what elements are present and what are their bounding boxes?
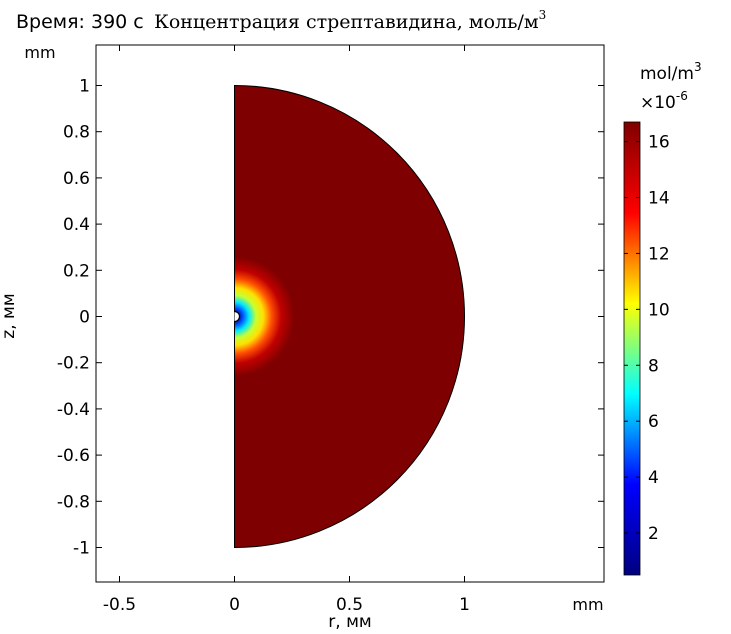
colorbar-tick-label: 14: [648, 189, 670, 209]
y-tick-label: -0.2: [57, 354, 90, 374]
title-text: Концентрация стрептавидина, моль/м3: [154, 8, 547, 33]
x-tick-label: 0.5: [336, 595, 363, 615]
colorbar-tick-label: 16: [648, 133, 670, 153]
y-tick-label: -1: [73, 539, 90, 559]
colorbar-tick-label: 6: [648, 412, 659, 432]
domain-outline: [234, 84, 465, 549]
x-axis-title: r, мм: [328, 612, 371, 632]
surface-group: [234, 85, 465, 548]
colorbar-tick-label: 10: [648, 300, 670, 320]
x-unit-label: mm: [572, 595, 603, 614]
y-axis-title: z, мм: [0, 293, 19, 338]
y-tick-label: 0.4: [63, 215, 90, 235]
colorbar-unit-superscript: 3: [694, 60, 702, 74]
x-tick-label: -0.5: [103, 595, 136, 615]
title-superscript: 3: [538, 8, 547, 22]
y-tick-label: 0.8: [63, 123, 90, 143]
y-tick-label: 0.6: [63, 169, 90, 189]
colorbar-tick-label: 8: [648, 356, 659, 376]
y-unit-label: mm: [24, 43, 55, 62]
colorbar-unit-text: mol/m: [640, 64, 694, 84]
surface-background: [234, 85, 465, 548]
plot-title: Время: 390 с Концентрация стрептавидина,…: [16, 8, 546, 33]
time-label: Время: 390 с: [16, 11, 144, 33]
y-tick-label: -0.8: [57, 492, 90, 512]
colorbar-multiplier-exponent: -6: [676, 89, 688, 103]
colorbar-tick-label: 12: [648, 244, 670, 264]
colorbar-unit: mol/m3: [640, 60, 702, 84]
title-main-text: Концентрация стрептавидина, моль/м: [154, 11, 539, 33]
colorbar-tick-label: 4: [648, 468, 659, 488]
colorbar-tick-label: 2: [648, 524, 659, 544]
y-tick-label: 0: [79, 308, 90, 328]
colorbar-multiplier-text: ×10: [640, 93, 676, 113]
x-tick-label: 1: [459, 595, 470, 615]
y-tick-label: 0.2: [63, 261, 90, 281]
colorbar-multiplier: ×10-6: [640, 89, 688, 113]
x-tick-label: 0: [229, 595, 240, 615]
colorbar: [623, 121, 641, 576]
y-tick-label: 1: [79, 77, 90, 97]
y-tick-label: -0.6: [57, 446, 90, 466]
y-tick-label: -0.4: [57, 400, 90, 420]
depletion-spot: [234, 256, 295, 377]
source-boundary: [234, 310, 241, 323]
